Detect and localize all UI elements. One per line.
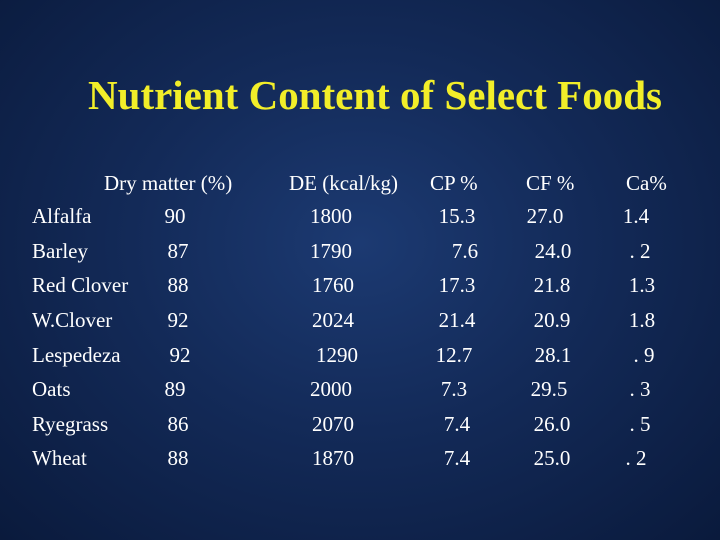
row-food-name: Lespedeza — [32, 343, 121, 367]
row-de: 2070 — [312, 412, 354, 436]
slide-title: Nutrient Content of Select Foods — [88, 72, 662, 118]
row-food-name: Wheat — [32, 446, 87, 470]
row-cf: 25.0 — [533, 446, 571, 470]
row-cf: 28.1 — [534, 343, 572, 367]
row-cp: 15.3 — [438, 204, 476, 228]
row-food-name: Barley — [32, 239, 88, 263]
row-food-name: W.Clover — [32, 308, 113, 332]
row-cf: 24.0 — [534, 239, 572, 263]
row-dry-matter: 90 — [164, 204, 186, 228]
row-ca: . 3 — [629, 377, 651, 401]
row-ca: . 9 — [633, 343, 655, 367]
row-cp: 12.7 — [435, 343, 473, 367]
row-de: 1760 — [312, 273, 354, 297]
row-cf: 27.0 — [526, 204, 564, 228]
row-cp: 7.6 — [451, 239, 479, 263]
row-ca: 1.3 — [628, 273, 656, 297]
row-cp: 17.3 — [438, 273, 476, 297]
row-food-name: Ryegrass — [32, 412, 109, 436]
row-cp: 7.3 — [440, 377, 468, 401]
row-cp: 7.4 — [443, 446, 471, 470]
row-de: 2000 — [310, 377, 352, 401]
row-dry-matter: 89 — [164, 377, 186, 401]
row-ca: . 2 — [625, 446, 647, 470]
row-de: 1800 — [310, 204, 352, 228]
row-ca: . 2 — [629, 239, 651, 263]
header-cp: CP % — [430, 171, 478, 195]
row-de: 1790 — [310, 239, 352, 263]
row-dry-matter: 87 — [167, 239, 189, 263]
header-dry-matter: Dry matter (%) — [104, 171, 233, 195]
row-de: 1290 — [316, 343, 358, 367]
row-dry-matter: 92 — [169, 343, 191, 367]
row-de: 1870 — [312, 446, 354, 470]
row-cf: 29.5 — [530, 377, 568, 401]
row-cf: 20.9 — [533, 308, 571, 332]
row-dry-matter: 86 — [167, 412, 189, 436]
header-de: DE (kcal/kg) — [289, 171, 399, 195]
row-cf: 21.8 — [533, 273, 571, 297]
row-dry-matter: 88 — [167, 273, 189, 297]
row-food-name: Oats — [32, 377, 71, 401]
row-de: 2024 — [312, 308, 354, 332]
row-cp: 7.4 — [443, 412, 471, 436]
header-cf: CF % — [526, 171, 575, 195]
row-ca: 1.4 — [622, 204, 650, 228]
row-ca: 1.8 — [628, 308, 656, 332]
row-dry-matter: 92 — [167, 308, 189, 332]
row-ca: . 5 — [629, 412, 651, 436]
row-food-name: Red Clover — [32, 273, 129, 297]
header-ca: Ca% — [626, 171, 667, 195]
row-cf: 26.0 — [533, 412, 571, 436]
row-cp: 21.4 — [438, 308, 476, 332]
row-dry-matter: 88 — [167, 446, 189, 470]
row-food-name: Alfalfa — [32, 204, 92, 228]
